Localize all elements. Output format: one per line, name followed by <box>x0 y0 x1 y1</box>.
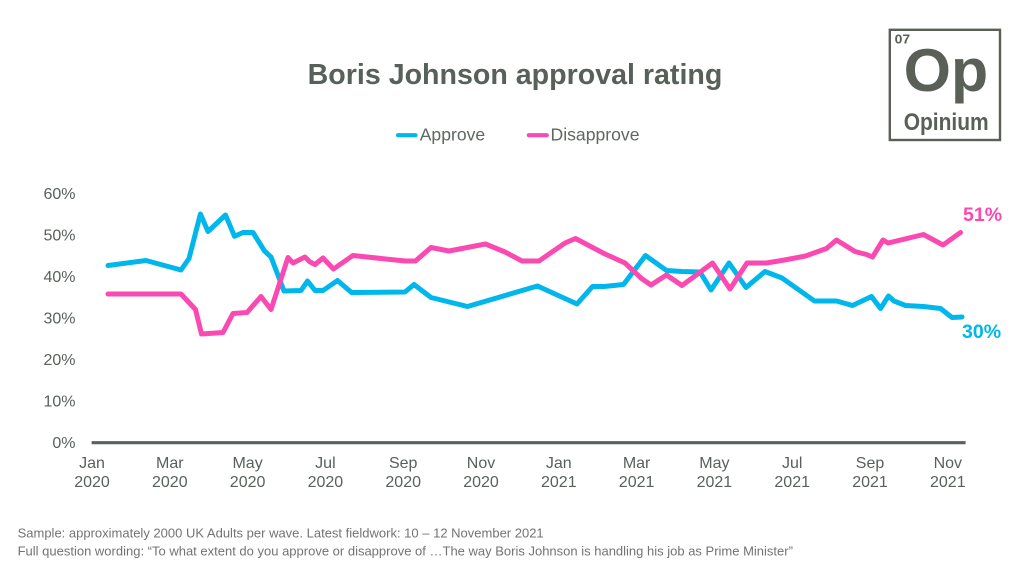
svg-text:2021: 2021 <box>930 474 966 491</box>
svg-text:May: May <box>232 455 262 472</box>
svg-text:Mar: Mar <box>623 455 651 472</box>
svg-text:Nov: Nov <box>467 455 495 472</box>
svg-text:2021: 2021 <box>697 474 733 491</box>
svg-text:Jan: Jan <box>79 455 105 472</box>
svg-text:2021: 2021 <box>774 474 810 491</box>
svg-text:2021: 2021 <box>619 474 655 491</box>
svg-text:May: May <box>699 455 729 472</box>
svg-text:Nov: Nov <box>934 455 962 472</box>
svg-text:Boris Johnson approval rating: Boris Johnson approval rating <box>308 59 723 91</box>
svg-text:Disapprove: Disapprove <box>551 124 640 144</box>
svg-text:Full question wording: “To wha: Full question wording: “To what extent d… <box>18 544 793 559</box>
svg-text:40%: 40% <box>43 269 75 286</box>
svg-text:Jan: Jan <box>546 455 572 472</box>
svg-text:07: 07 <box>895 33 911 47</box>
svg-text:0%: 0% <box>52 435 75 452</box>
svg-text:Jul: Jul <box>782 455 802 472</box>
svg-text:2021: 2021 <box>541 474 577 491</box>
svg-text:Approve: Approve <box>420 124 486 144</box>
svg-text:30%: 30% <box>962 321 1001 343</box>
svg-text:2021: 2021 <box>852 474 888 491</box>
svg-text:10%: 10% <box>43 394 75 411</box>
svg-text:51%: 51% <box>963 204 1002 226</box>
svg-text:50%: 50% <box>43 228 75 245</box>
svg-text:Jul: Jul <box>315 455 335 472</box>
svg-text:2020: 2020 <box>152 474 188 491</box>
svg-text:2020: 2020 <box>463 474 499 491</box>
svg-text:Sep: Sep <box>389 455 418 472</box>
svg-text:Mar: Mar <box>156 455 184 472</box>
svg-text:Sep: Sep <box>856 455 885 472</box>
svg-text:Op: Op <box>904 37 989 104</box>
svg-text:Sample: approximately 2000 UK: Sample: approximately 2000 UK Adults per… <box>18 526 544 541</box>
svg-text:2020: 2020 <box>230 474 266 491</box>
svg-text:2020: 2020 <box>308 474 344 491</box>
svg-text:2020: 2020 <box>385 474 421 491</box>
svg-text:60%: 60% <box>43 186 75 203</box>
svg-text:30%: 30% <box>43 311 75 328</box>
svg-text:2020: 2020 <box>74 474 110 491</box>
svg-text:Opinium: Opinium <box>904 109 989 136</box>
svg-text:20%: 20% <box>43 352 75 369</box>
